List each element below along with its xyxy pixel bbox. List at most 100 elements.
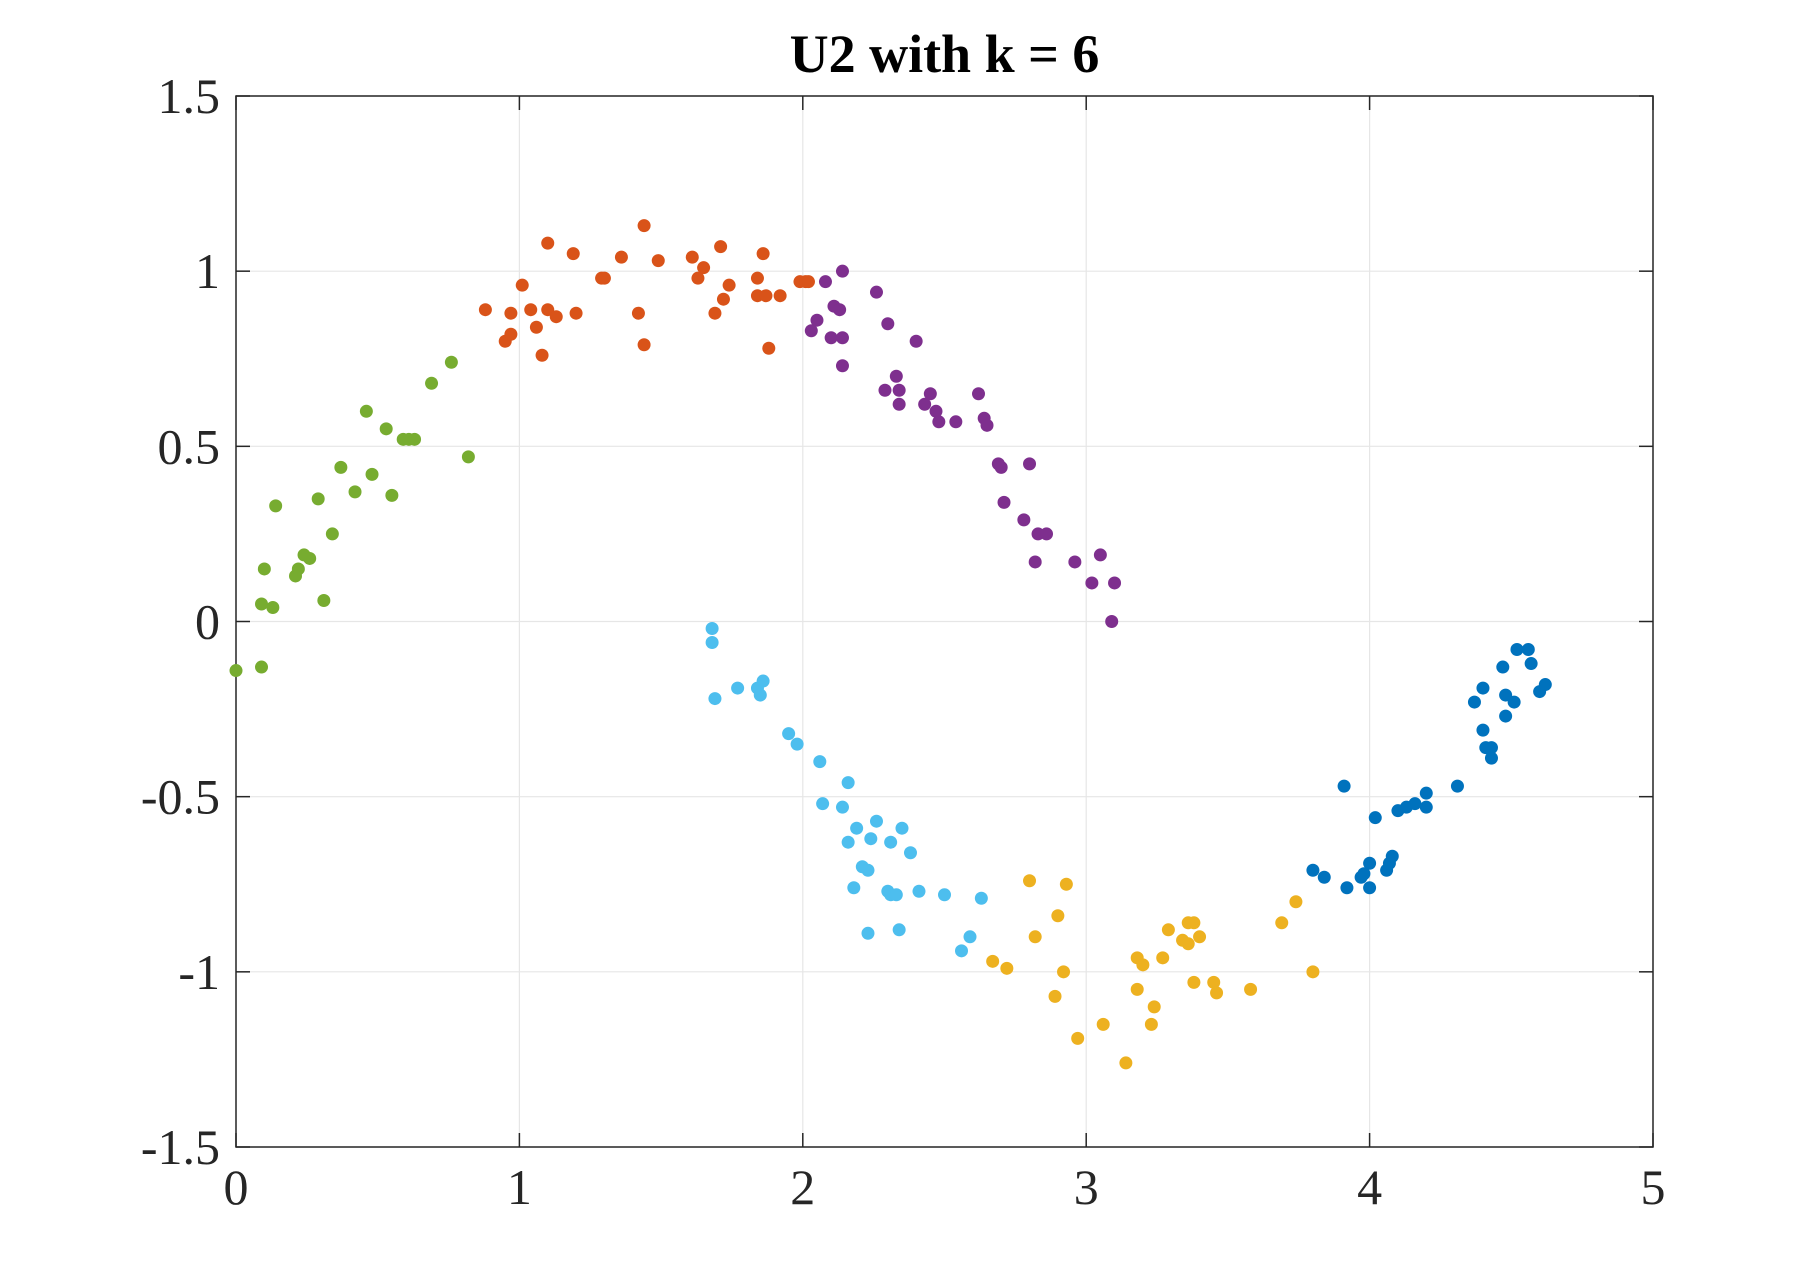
- data-point: [861, 926, 875, 940]
- data-point: [1484, 751, 1498, 765]
- data-point: [750, 271, 764, 285]
- data-point: [1085, 576, 1099, 590]
- data-point: [1187, 916, 1201, 930]
- data-point: [614, 250, 628, 264]
- data-point: [708, 692, 722, 706]
- data-point: [1524, 657, 1538, 671]
- data-point: [1275, 916, 1289, 930]
- data-point: [835, 331, 849, 345]
- data-point: [651, 254, 665, 268]
- x-tick-label: 0: [224, 1159, 249, 1215]
- data-point: [1337, 779, 1351, 793]
- data-point: [974, 891, 988, 905]
- data-point: [524, 303, 538, 317]
- data-point: [1108, 576, 1122, 590]
- data-point: [994, 460, 1008, 474]
- data-point: [997, 495, 1011, 509]
- data-point: [841, 776, 855, 790]
- data-point: [1419, 800, 1433, 814]
- data-point: [824, 331, 838, 345]
- data-point: [889, 888, 903, 902]
- data-point: [892, 383, 906, 397]
- data-point: [869, 285, 883, 299]
- data-point: [1193, 930, 1207, 944]
- data-point: [889, 369, 903, 383]
- data-point: [1244, 982, 1258, 996]
- x-tick-label: 2: [790, 1159, 815, 1215]
- y-tick-label: -1: [178, 944, 220, 1000]
- data-point: [1306, 863, 1320, 877]
- data-point: [818, 275, 832, 289]
- data-point: [1538, 678, 1552, 692]
- data-point: [1499, 709, 1513, 723]
- data-point: [813, 755, 827, 769]
- chart-title: U2 with k = 6: [790, 24, 1100, 84]
- data-points: [229, 219, 1552, 1070]
- data-point: [478, 303, 492, 317]
- data-point: [1051, 909, 1065, 923]
- data-point: [1057, 965, 1071, 979]
- data-point: [1147, 1000, 1161, 1014]
- data-point: [461, 450, 475, 464]
- data-point: [892, 923, 906, 937]
- point-series: [1306, 643, 1552, 895]
- data-point: [869, 814, 883, 828]
- y-tick-label: -0.5: [141, 769, 220, 825]
- data-point: [1419, 786, 1433, 800]
- data-point: [972, 387, 986, 401]
- data-point: [529, 320, 543, 334]
- data-point: [566, 247, 580, 261]
- data-point: [255, 597, 269, 611]
- data-point: [1467, 695, 1481, 709]
- data-point: [549, 310, 563, 324]
- data-point: [1476, 723, 1490, 737]
- data-point: [269, 499, 283, 513]
- data-point: [731, 681, 745, 695]
- data-point: [756, 674, 770, 688]
- data-point: [773, 289, 787, 303]
- data-point: [932, 415, 946, 429]
- data-point: [714, 240, 728, 254]
- data-point: [801, 275, 815, 289]
- data-point: [892, 397, 906, 411]
- data-point: [716, 292, 730, 306]
- data-point: [637, 219, 651, 233]
- data-point: [1181, 937, 1195, 951]
- data-point: [1521, 643, 1535, 657]
- y-tick-label: 1: [195, 243, 220, 299]
- data-point: [705, 636, 719, 650]
- data-point: [816, 797, 830, 811]
- data-point: [515, 278, 529, 292]
- data-point: [685, 250, 699, 264]
- data-point: [504, 327, 518, 341]
- data-point: [1368, 811, 1382, 825]
- data-point: [1136, 958, 1150, 972]
- data-point: [909, 334, 923, 348]
- data-point: [986, 954, 1000, 968]
- data-point: [1484, 741, 1498, 755]
- data-point: [980, 418, 994, 432]
- data-point: [1071, 1031, 1085, 1045]
- data-point: [1317, 870, 1331, 884]
- data-point: [303, 551, 317, 565]
- data-point: [881, 317, 895, 331]
- data-point: [1476, 681, 1490, 695]
- data-point: [1507, 695, 1521, 709]
- data-point: [317, 593, 331, 607]
- data-point: [835, 800, 849, 814]
- data-point: [850, 821, 864, 835]
- data-point: [1105, 615, 1119, 628]
- data-point: [762, 341, 776, 355]
- data-point: [1000, 961, 1014, 975]
- data-point: [835, 359, 849, 373]
- data-point: [929, 404, 943, 418]
- data-point: [365, 467, 379, 481]
- x-tick-label: 4: [1357, 1159, 1382, 1215]
- data-point: [878, 383, 892, 397]
- data-point: [759, 289, 773, 303]
- data-point: [348, 485, 362, 499]
- y-tick-label: 0: [195, 594, 220, 650]
- data-point: [535, 348, 549, 362]
- data-point: [1450, 779, 1464, 793]
- data-point: [257, 562, 271, 576]
